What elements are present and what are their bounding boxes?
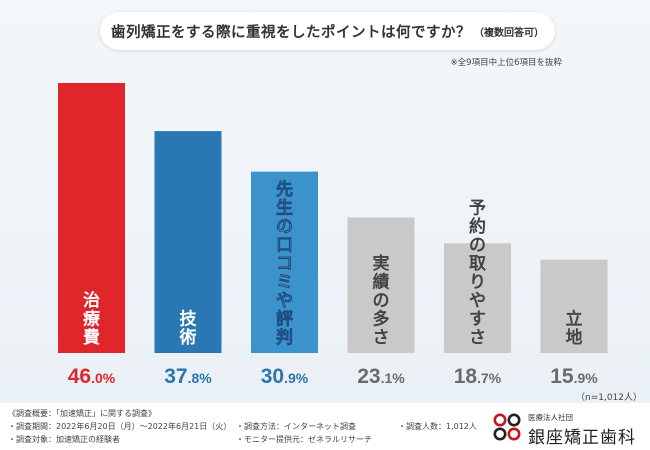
logo-clinic-name: 銀座矯正歯科 [528,428,636,448]
bar-3 [251,171,318,353]
title-main: 歯列矯正をする際に重視をしたポイントは何ですか？ [111,24,471,41]
value-label-2: 37.8% [164,365,212,388]
value-label-5: 18.7% [454,365,502,388]
survey-period: ・調査期間：2022年6月20日（月）〜2022年6月21日（火） [8,422,232,431]
survey-method: ・調査方法：インターネット調査 [236,422,356,431]
subnote: ※全9項目中上位6項目を抜粋 [450,58,562,68]
category-label-5: 予約の取りやすさ [469,199,486,349]
survey-provider: ・モニター提供元：ゼネラルリサーチ [236,435,372,444]
category-label-3: 先生の口コミや評判 [276,179,293,348]
chart-title: 歯列矯正をする際に重視をしたポイントは何ですか？ （複数回答可） [100,12,555,50]
title-note: （複数回答可） [474,27,544,39]
bar-4 [347,217,415,353]
logo-corporation-label: 医療法人社団 [528,413,573,422]
category-label-4: 実績の多さ [373,253,390,348]
value-label-3: 30.9% [261,365,309,388]
value-label-1: 46.0% [68,365,116,388]
category-label-1: 治療費 [83,290,101,348]
sample-size-note: （n=1,012人） [575,393,642,403]
survey-target: ・調査対象：加速矯正の経験者 [8,435,120,444]
bar-1 [58,82,125,353]
bar-2 [154,131,222,353]
category-label-6: 立地 [566,309,583,349]
bar-6 [540,259,608,353]
bar-5 [444,243,511,353]
value-label-6: 15.9% [550,365,598,388]
survey-count: ・調査人数：1,012人 [398,422,477,431]
category-label-2: 技術 [179,309,198,349]
clinic-logo-icon [493,413,521,441]
value-label-4: 23.1% [357,365,405,388]
survey-heading: 《調査概要：「加速矯正」に関する調査》 [8,409,156,418]
footer-panel: 《調査概要：「加速矯正」に関する調査》 ・調査期間：2022年6月20日（月）〜… [0,403,650,450]
